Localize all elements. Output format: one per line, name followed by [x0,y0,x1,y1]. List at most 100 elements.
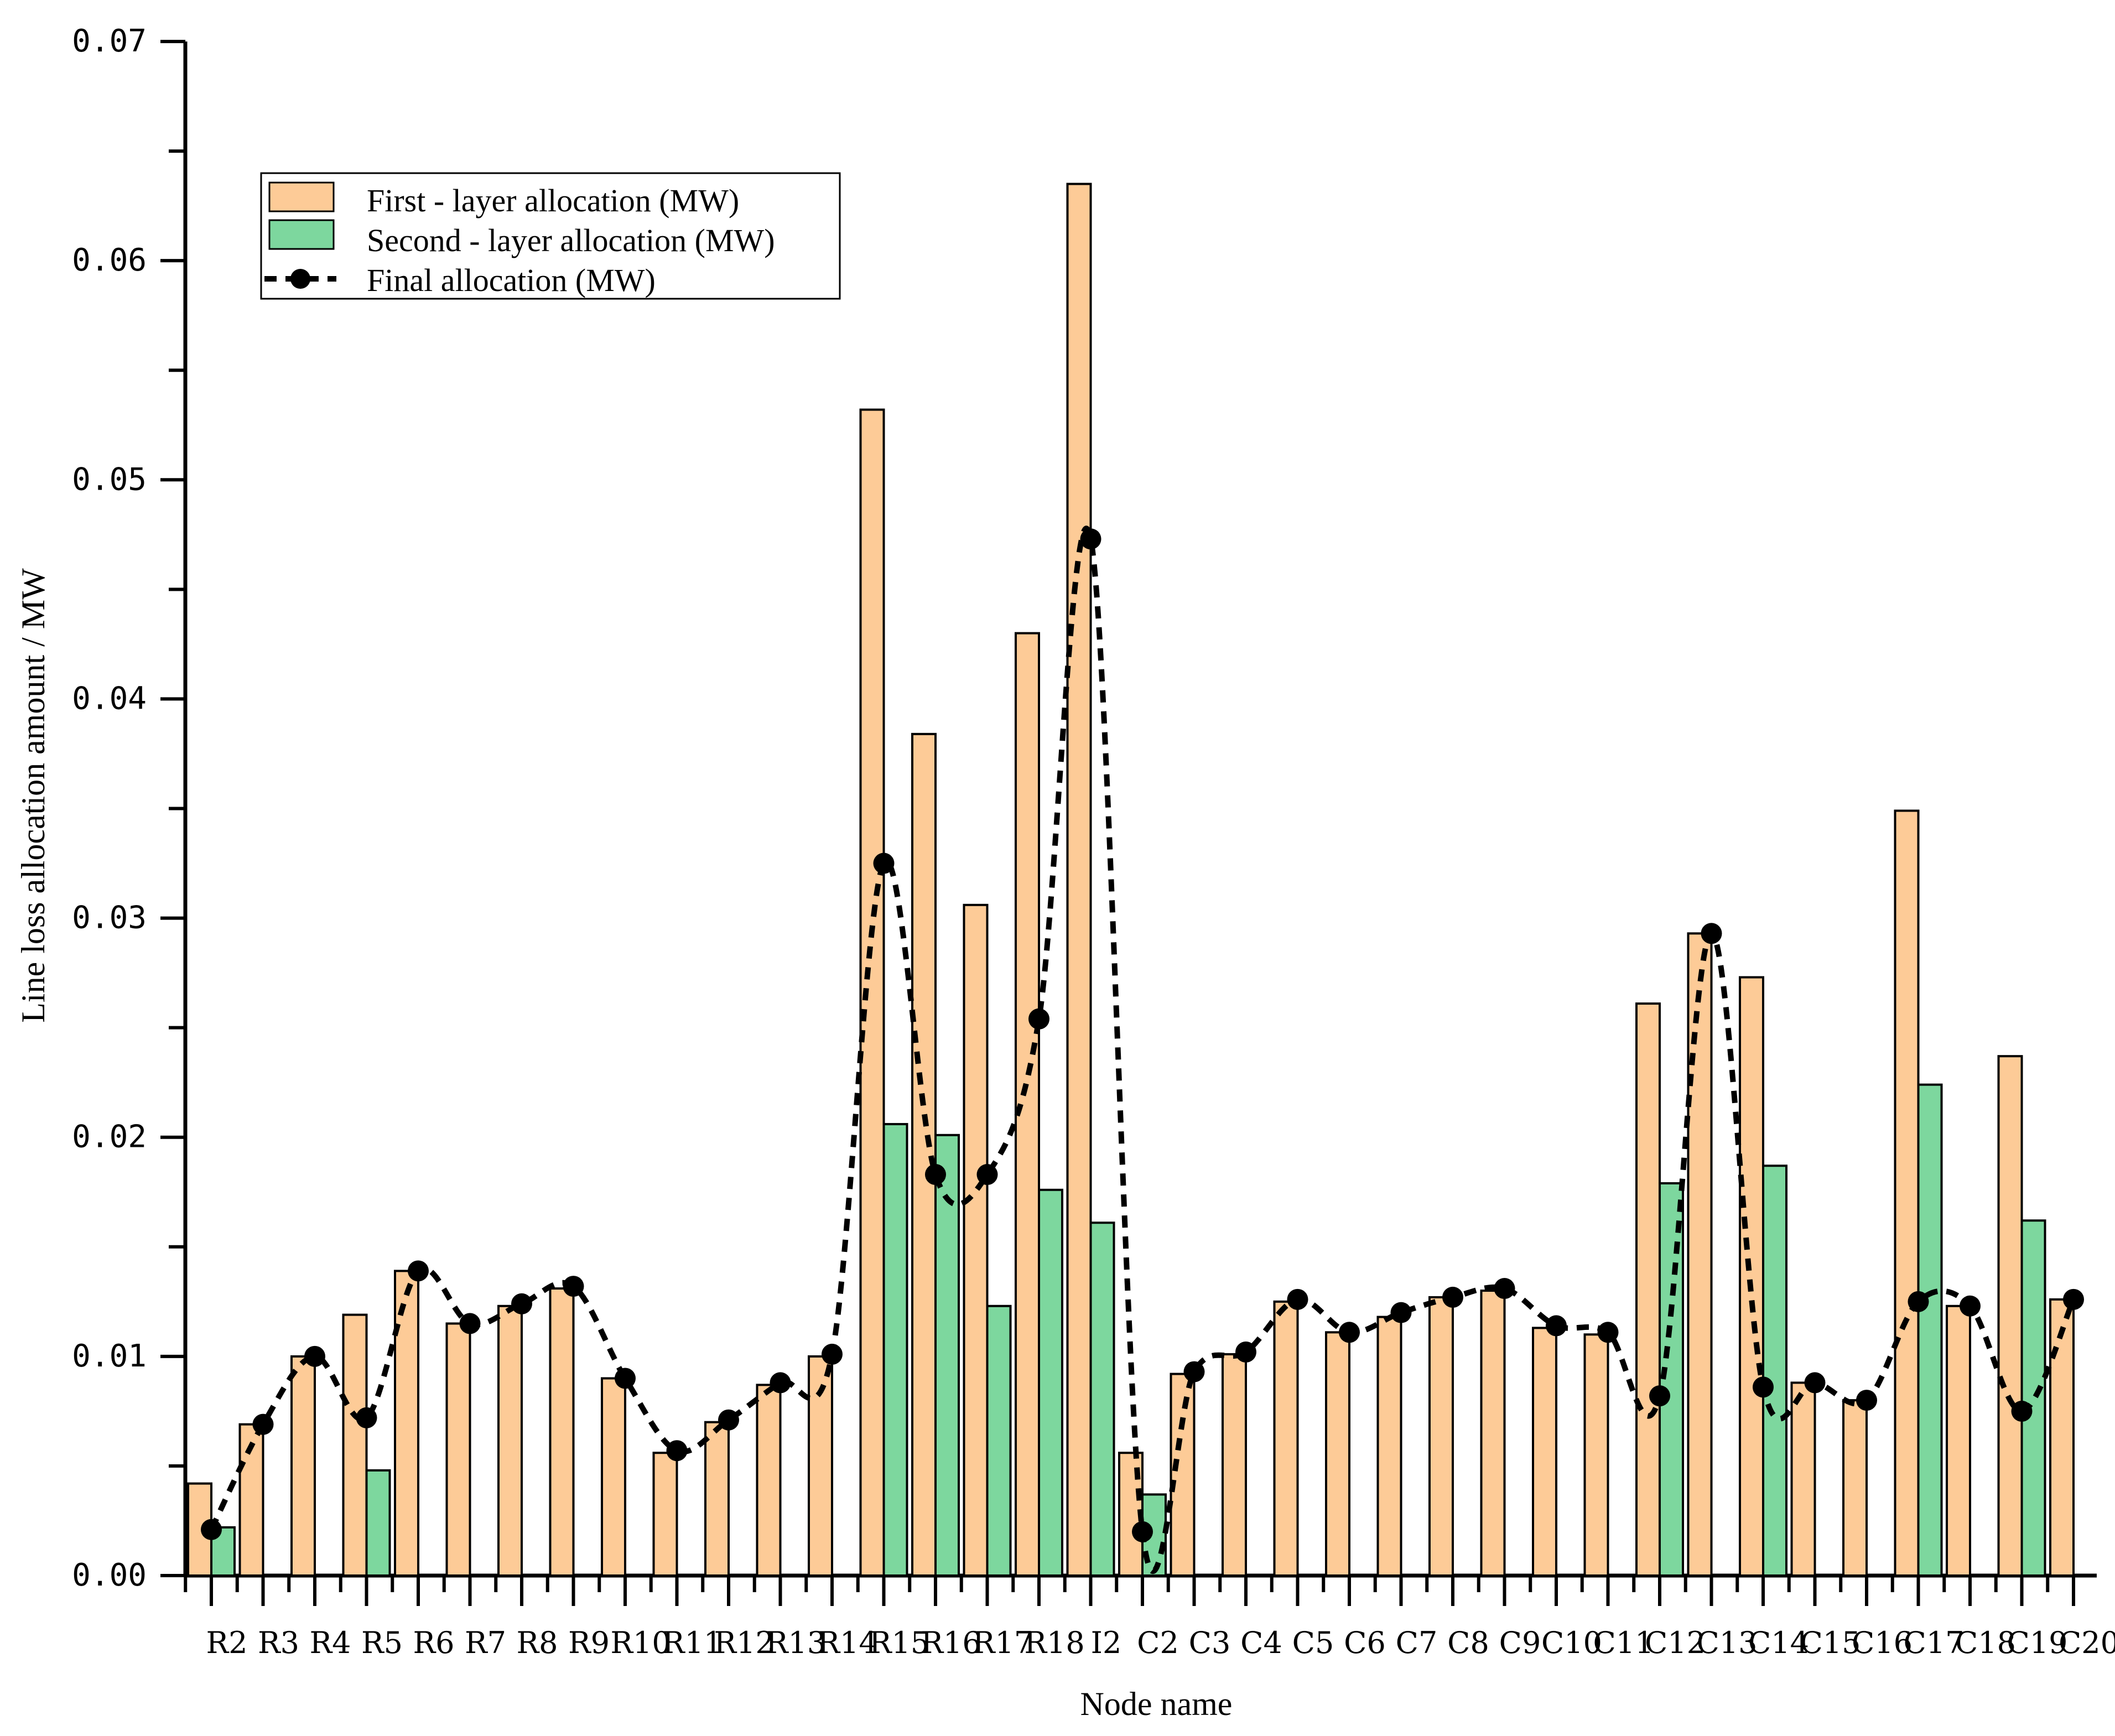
first-layer-bar-C9 [1480,1290,1506,1577]
final-allocation-point-C10 [1546,1315,1567,1337]
first-layer-bar-R10 [601,1377,626,1577]
bars [187,183,2075,1577]
legend-frame [260,172,841,300]
legend-swatch-first-layer [268,181,335,212]
final-allocation-point-R9 [563,1276,584,1297]
x-tick-label: C5 [1292,1625,1334,1660]
x-tick-label: C7 [1396,1625,1438,1660]
final-allocation-point-R4 [304,1345,325,1367]
first-layer-bar-C3 [1170,1373,1196,1577]
x-tick-label: R3 [258,1625,299,1660]
first-layer-bar-C16 [1842,1399,1868,1577]
first-layer-bar-C19 [1997,1055,2023,1577]
legend-swatch-final-marker [290,269,310,289]
final-allocation-point-C8 [1442,1286,1463,1308]
final-allocation-point-R12 [718,1409,739,1431]
second-layer-bar-R16 [934,1134,960,1577]
final-allocation-point-R16 [925,1164,946,1186]
final-allocation-point-C9 [1494,1278,1515,1300]
y-tick-label: 0.04 [72,680,147,716]
first-layer-bar-R16 [911,732,937,1577]
final-allocation-line [209,526,2076,1574]
final-allocation-point-C11 [1597,1322,1619,1343]
legend-label-final: Final allocation (MW) [367,262,656,298]
first-layer-bar-R5 [342,1313,368,1577]
x-tick-label: R15 [869,1625,929,1660]
final-allocation-point-C18 [1960,1295,1981,1317]
first-layer-bar-C13 [1687,932,1713,1577]
x-tick-label: R7 [465,1625,506,1660]
final-allocation-point-R5 [356,1407,377,1428]
final-allocation-point-C7 [1390,1302,1412,1323]
first-layer-bar-C8 [1428,1296,1454,1577]
y-tick-label: 0.07 [72,23,147,59]
first-layer-bar-R11 [652,1452,678,1577]
final-allocation-point-C19 [2011,1400,2033,1422]
y-tick-label: 0.05 [72,461,147,497]
first-layer-bar-C20 [2049,1298,2075,1577]
final-allocation-point-C13 [1701,923,1722,944]
legend-label-first-layer: First - layer allocation (MW) [367,183,739,219]
second-layer-bar-R15 [882,1122,908,1577]
x-tick-label: C17 [1903,1625,1964,1660]
x-tick-label: R17 [973,1625,1033,1660]
first-layer-bar-C6 [1325,1331,1350,1577]
x-axis-title: Node name [1080,1686,1233,1722]
x-tick-label: C12 [1645,1625,1706,1660]
legend-label-second-layer: Second - layer allocation (MW) [367,222,775,258]
first-layer-bar-R13 [756,1384,782,1577]
final-allocation-point-R8 [511,1293,532,1314]
x-tick-label: I2 [1091,1625,1122,1660]
first-layer-bar-R4 [290,1355,316,1577]
first-layer-bar-C18 [1946,1304,1971,1577]
final-allocation-series [201,526,2084,1574]
first-layer-bar-R9 [549,1287,575,1577]
final-allocation-point-R3 [252,1413,274,1435]
x-tick-label: C18 [1955,1625,2016,1660]
final-allocation-point-R6 [408,1260,429,1282]
y-tick-label: 0.03 [72,900,147,936]
second-layer-bar-I2 [1089,1222,1115,1577]
x-tick-label: R2 [206,1625,247,1660]
x-tick-label: R6 [413,1625,454,1660]
x-tick-label: R10 [610,1625,671,1660]
final-allocation-point-C16 [1856,1390,1877,1411]
x-tick-label: R4 [309,1625,351,1660]
final-allocation-point-C3 [1183,1361,1205,1382]
second-layer-bar-R18 [1038,1188,1063,1577]
first-layer-bar-R6 [394,1270,419,1577]
first-layer-bar-I2 [1066,183,1092,1577]
final-allocation-point-C14 [1753,1376,1774,1398]
final-allocation-point-R14 [822,1343,843,1365]
x-tick-label: R14 [817,1625,877,1660]
x-tick-label: C13 [1696,1625,1757,1660]
first-layer-bar-C14 [1739,976,1764,1577]
x-tick-label: R18 [1024,1625,1084,1660]
first-layer-bar-R7 [445,1322,471,1577]
first-layer-bar-C7 [1376,1316,1402,1577]
final-allocation-point-C2 [1132,1521,1153,1542]
final-allocation-point-R10 [615,1368,636,1389]
final-allocation-point-C4 [1235,1341,1256,1363]
x-tick-label: C2 [1137,1625,1179,1660]
x-tick-label: R16 [921,1625,981,1660]
x-tick-label: C19 [2007,1625,2067,1660]
x-tick-label: C8 [1447,1625,1489,1660]
x-tick-label: R9 [568,1625,610,1660]
x-tick-label: C20 [2059,1625,2115,1660]
x-tick-label: R5 [361,1625,403,1660]
first-layer-bar-R17 [963,903,989,1577]
x-tick-label: C16 [1852,1625,1913,1660]
final-allocation-point-R7 [459,1313,481,1334]
final-allocation-point-C20 [2063,1288,2084,1310]
final-allocation-point-C12 [1649,1385,1670,1407]
legend-swatch-second-layer [268,219,335,250]
final-allocation-point-R18 [1028,1008,1049,1030]
y-tick-label: 0.00 [72,1557,147,1593]
second-layer-bar-R5 [365,1469,391,1577]
x-tick-label: R12 [714,1625,774,1660]
final-allocation-point-C15 [1804,1372,1826,1394]
y-tick-label: 0.02 [72,1119,147,1155]
final-allocation-point-R17 [976,1164,998,1186]
x-tick-label: C6 [1344,1625,1386,1660]
